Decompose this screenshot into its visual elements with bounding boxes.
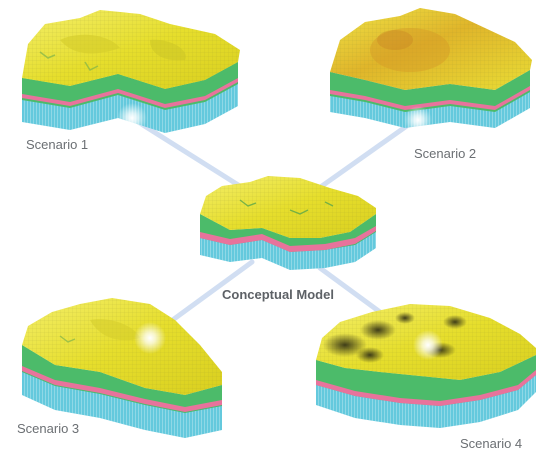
scenario-2-model [330,8,532,128]
conceptual-model-block [200,176,376,270]
glow-scenario-1 [117,103,147,133]
connector-glows [117,103,443,360]
glow-scenario-2 [404,106,432,134]
scenario-3-model [22,298,222,438]
scenario-1-model [22,10,240,133]
glow-scenario-4 [413,330,443,360]
conceptual-model-label: Conceptual Model [222,287,334,302]
scenario-1-label: Scenario 1 [26,137,89,152]
connector-scenario-2 [302,115,421,201]
glow-scenario-3 [134,322,166,354]
scenario-2-label: Scenario 2 [414,146,477,161]
scenario-4-label: Scenario 4 [460,436,523,451]
scenario-3-label: Scenario 3 [17,421,80,436]
scenario-4-model [316,304,536,428]
